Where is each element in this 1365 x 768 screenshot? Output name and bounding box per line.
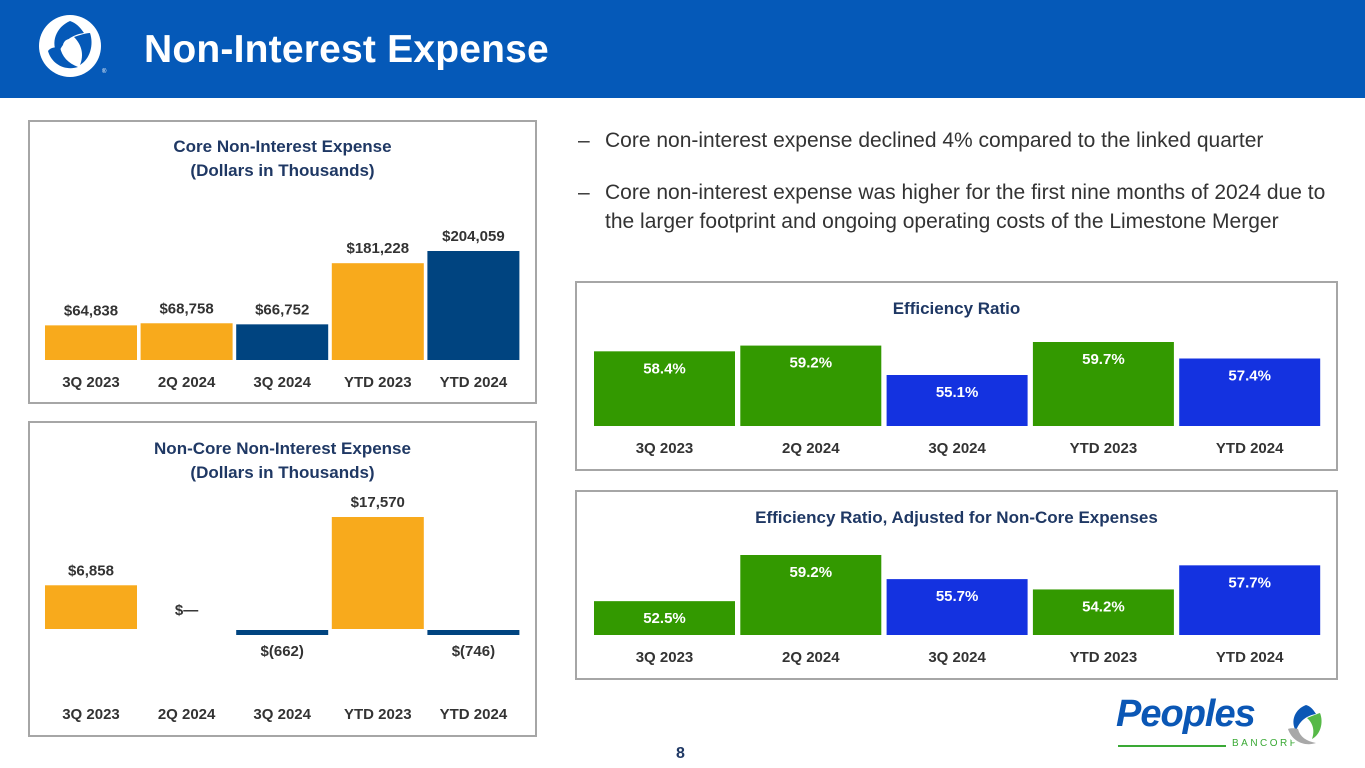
- category-label: 3Q 2024: [928, 440, 986, 457]
- brand-underline: [1118, 745, 1226, 747]
- category-label: YTD 2023: [1070, 649, 1138, 666]
- category-label: YTD 2023: [344, 374, 412, 391]
- category-label: YTD 2024: [1216, 649, 1284, 666]
- category-label: 2Q 2024: [782, 440, 840, 457]
- data-label: 58.4%: [643, 360, 686, 377]
- bar-ytd-2024: [427, 630, 520, 635]
- adjusted-efficiency-ratio-chart-panel: Efficiency Ratio, Adjusted for Non-Core …: [575, 490, 1338, 680]
- bar-3q-2024: [886, 579, 1028, 635]
- adjusted-efficiency-ratio-chart: Efficiency Ratio, Adjusted for Non-Core …: [594, 508, 1321, 666]
- category-label: 3Q 2023: [62, 374, 120, 391]
- noncore-expense-chart: Non-Core Non-Interest Expense (Dollars in…: [45, 439, 520, 723]
- category-label: 3Q 2023: [62, 706, 120, 723]
- peoples-swirl-color-logo-icon: [1285, 704, 1327, 746]
- category-label: 3Q 2024: [928, 649, 986, 666]
- brand-name: Peoples: [1116, 693, 1256, 735]
- bar-2q-2024: [740, 555, 882, 635]
- category-label: 3Q 2023: [636, 649, 694, 666]
- bar-3q-2023: [45, 325, 137, 360]
- category-label: 3Q 2023: [636, 440, 694, 457]
- data-label: $66,752: [255, 301, 309, 318]
- data-label: $68,758: [159, 300, 213, 317]
- data-label: $181,228: [347, 240, 410, 257]
- bullet-item: – Core non-interest expense was higher f…: [578, 178, 1338, 236]
- chart-subtitle: (Dollars in Thousands): [190, 463, 374, 482]
- core-expense-chart: Core Non-Interest Expense (Dollars in Tho…: [45, 137, 520, 391]
- bar-2q-2024: [140, 323, 233, 360]
- chart-title: Efficiency Ratio: [893, 299, 1021, 318]
- bar-ytd-2023: [1032, 342, 1174, 426]
- bullet-item: – Core non-interest expense declined 4% …: [578, 126, 1338, 155]
- page-number: 8: [676, 745, 685, 762]
- bar-ytd-2023: [331, 517, 424, 629]
- chart-subtitle: (Dollars in Thousands): [190, 161, 374, 180]
- chart-title: Efficiency Ratio, Adjusted for Non-Core …: [755, 508, 1158, 527]
- category-label: 2Q 2024: [158, 374, 216, 391]
- category-label: 3Q 2024: [253, 706, 311, 723]
- commentary-bullets: – Core non-interest expense declined 4% …: [578, 126, 1338, 259]
- data-label: 59.7%: [1082, 351, 1125, 368]
- data-label: 57.4%: [1228, 368, 1271, 385]
- category-label: YTD 2024: [1216, 440, 1284, 457]
- bar-3q-2023: [594, 601, 735, 635]
- bullet-dash: –: [578, 129, 590, 152]
- peoples-swirl-logo-icon: ®: [39, 15, 107, 77]
- data-label: 59.2%: [790, 564, 833, 581]
- data-label: $(662): [261, 643, 304, 660]
- data-label: 55.7%: [936, 588, 979, 605]
- data-label: $—: [175, 602, 198, 619]
- page-title: Non-Interest Expense: [144, 28, 549, 71]
- bar-ytd-2024: [427, 251, 520, 360]
- bar-3q-2024: [236, 324, 329, 360]
- bar-ytd-2024: [1179, 358, 1321, 426]
- bar-2q-2024: [740, 345, 882, 426]
- category-label: 3Q 2024: [253, 374, 311, 391]
- chart-title: Non-Core Non-Interest Expense: [154, 439, 411, 458]
- chart-title: Core Non-Interest Expense: [173, 137, 391, 156]
- category-label: YTD 2023: [1070, 440, 1138, 457]
- bar-3q-2023: [45, 585, 137, 629]
- category-label: 2Q 2024: [158, 706, 216, 723]
- category-label: YTD 2024: [440, 706, 508, 723]
- bar-ytd-2024: [1179, 565, 1321, 635]
- data-label: $17,570: [351, 494, 405, 511]
- bullet-text: Core non-interest expense was higher for…: [605, 181, 1326, 233]
- data-label: 57.7%: [1228, 574, 1271, 591]
- bar-3q-2023: [594, 351, 735, 426]
- slide-header: ® Non-Interest Expense: [0, 0, 1365, 98]
- noncore-expense-chart-panel: Non-Core Non-Interest Expense (Dollars in…: [28, 421, 537, 737]
- peoples-bancorp-logo: Peoples BANCORP: [1114, 693, 1334, 753]
- efficiency-ratio-chart: Efficiency Ratio 58.4% 3Q 2023 59.2% 2Q 2024…: [594, 299, 1321, 457]
- bar-ytd-2023: [331, 263, 424, 360]
- data-label: $64,838: [64, 302, 118, 319]
- data-label: 52.5%: [643, 610, 686, 627]
- data-label: $6,858: [68, 562, 114, 579]
- svg-text:®: ®: [102, 68, 107, 75]
- category-label: 2Q 2024: [782, 649, 840, 666]
- bar-ytd-2023: [1032, 589, 1174, 635]
- category-label: YTD 2023: [344, 706, 412, 723]
- category-label: YTD 2024: [440, 374, 508, 391]
- bar-3q-2024: [886, 375, 1028, 426]
- brand-subtitle: BANCORP: [1232, 738, 1299, 749]
- efficiency-ratio-chart-panel: Efficiency Ratio 58.4% 3Q 2023 59.2% 2Q 2024…: [575, 281, 1338, 471]
- data-label: 55.1%: [936, 384, 979, 401]
- bullet-dash: –: [578, 181, 590, 204]
- core-expense-chart-panel: Core Non-Interest Expense (Dollars in Tho…: [28, 120, 537, 404]
- data-label: 59.2%: [790, 355, 833, 372]
- data-label: $(746): [452, 643, 495, 660]
- bullet-text: Core non-interest expense declined 4% co…: [605, 129, 1264, 152]
- data-label: 54.2%: [1082, 598, 1125, 615]
- data-label: $204,059: [442, 228, 505, 245]
- bar-3q-2024: [236, 630, 329, 635]
